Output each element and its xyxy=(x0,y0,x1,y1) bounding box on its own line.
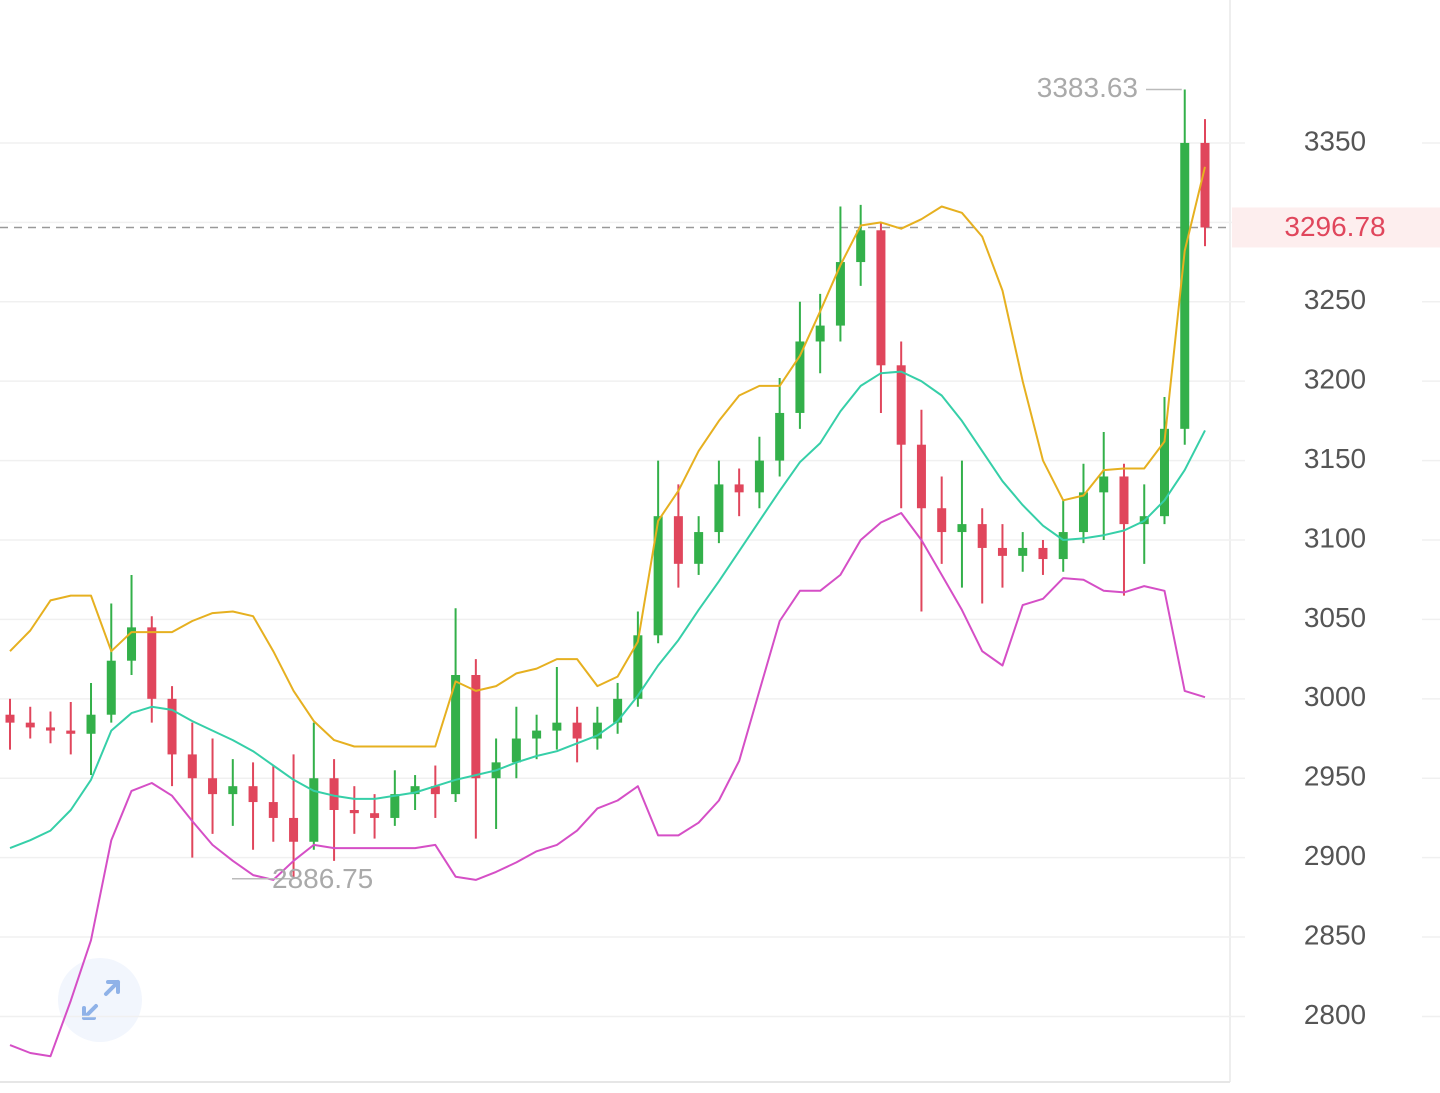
band-line xyxy=(9,512,1206,1058)
candle-body xyxy=(876,230,886,366)
candle-body xyxy=(1038,547,1048,560)
y-tick-label: 3050 xyxy=(1304,602,1366,633)
candle-body xyxy=(734,484,744,493)
candle-body xyxy=(147,627,157,699)
candle-body xyxy=(653,516,663,636)
candle-body xyxy=(248,786,258,803)
y-tick-label: 3150 xyxy=(1304,443,1366,474)
candle-body xyxy=(957,524,967,533)
y-tick-label: 3000 xyxy=(1304,681,1366,712)
last-price-box xyxy=(1232,207,1440,248)
candle-body xyxy=(451,675,461,795)
y-tick-label: 3100 xyxy=(1304,522,1366,553)
candle-body xyxy=(552,722,562,731)
y-tick-label: 3350 xyxy=(1304,125,1366,156)
y-tick-label: 3250 xyxy=(1304,284,1366,315)
candle-body xyxy=(795,341,805,413)
candle-body xyxy=(977,524,987,548)
candle-body xyxy=(1200,142,1210,228)
y-tick-label: 2850 xyxy=(1304,919,1366,950)
candle-body xyxy=(754,460,764,493)
candle-body xyxy=(815,325,825,342)
candle-body xyxy=(66,730,76,734)
candle-body xyxy=(370,813,380,818)
y-tick-label: 3200 xyxy=(1304,364,1366,395)
candle-body xyxy=(673,516,683,564)
candle-body xyxy=(127,627,137,661)
candle-body xyxy=(1078,492,1088,533)
candle-body xyxy=(532,730,542,739)
candle-body xyxy=(329,778,339,810)
candles xyxy=(5,89,1210,879)
min-label: 2886.75 xyxy=(272,863,373,894)
candle-body xyxy=(86,714,96,734)
candle-body xyxy=(309,778,319,842)
candle-body xyxy=(1159,428,1169,517)
candle-body xyxy=(694,532,704,564)
candle-body xyxy=(997,547,1007,556)
candle-body xyxy=(268,802,278,818)
candle-body xyxy=(592,722,602,739)
y-tick-label: 2950 xyxy=(1304,761,1366,792)
y-tick-label: 2900 xyxy=(1304,840,1366,871)
candle-body xyxy=(1058,532,1068,560)
candle-body xyxy=(937,508,947,533)
candle-body xyxy=(1180,142,1190,429)
candle-body xyxy=(289,817,299,842)
last-price-label: 3296.78 xyxy=(1284,211,1385,242)
candle-body xyxy=(1099,476,1109,493)
candle-body xyxy=(5,714,15,723)
candle-body xyxy=(1119,476,1129,525)
candle-body xyxy=(25,722,35,728)
candle-body xyxy=(633,635,643,699)
candle-body xyxy=(349,810,359,814)
candle-body xyxy=(896,365,906,445)
candle-body xyxy=(775,412,785,461)
candle-body xyxy=(916,444,926,509)
candle-body xyxy=(572,722,582,739)
candle-body xyxy=(410,786,420,795)
candle-body xyxy=(167,698,177,755)
candle-body xyxy=(390,794,400,818)
expand-icon xyxy=(82,980,120,1020)
candle-body xyxy=(714,484,724,533)
band-line xyxy=(9,370,1206,850)
candle-body xyxy=(187,754,197,779)
candle-body xyxy=(430,786,440,795)
candle-body xyxy=(1018,547,1028,556)
candle-body xyxy=(613,698,623,723)
candle-body xyxy=(856,230,866,263)
candle-body xyxy=(835,262,845,326)
candle-body xyxy=(106,660,116,715)
y-tick-label: 2800 xyxy=(1304,999,1366,1030)
grid xyxy=(0,142,1440,1018)
candle-body xyxy=(228,786,238,795)
candle-body xyxy=(511,738,521,763)
candle-body xyxy=(46,727,56,731)
band-line xyxy=(9,166,1206,748)
candle-body xyxy=(208,778,218,795)
candle-body xyxy=(471,675,481,779)
max-label: 3383.63 xyxy=(1037,72,1138,103)
